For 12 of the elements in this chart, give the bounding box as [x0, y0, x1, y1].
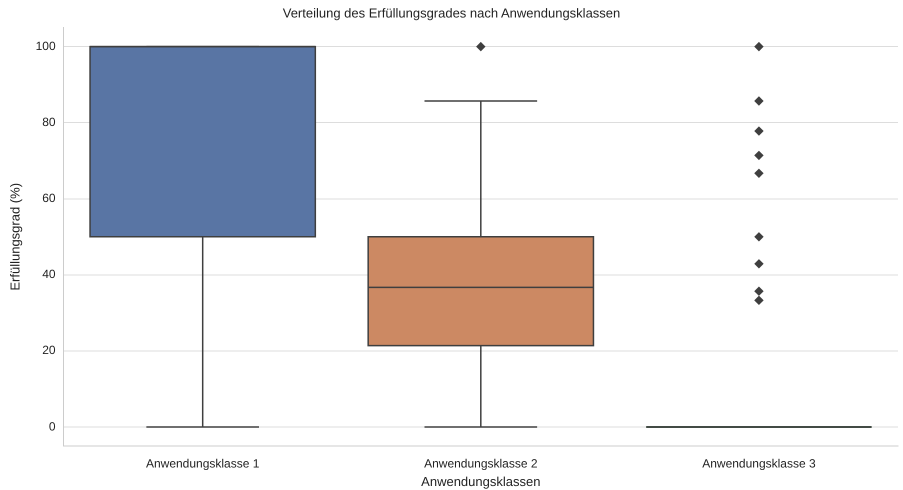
- chart-title: Verteilung des Erfüllungsgrades nach Anwendungsklassen: [282, 5, 620, 20]
- y-tick-label: 60: [42, 191, 56, 206]
- y-tick-label: 40: [42, 267, 56, 282]
- y-axis-title: Erfüllungsgrad (%): [7, 182, 22, 291]
- y-tick-label: 80: [42, 115, 56, 130]
- y-tick-label: 20: [42, 343, 56, 358]
- x-tick-label: Anwendungsklasse 3: [702, 456, 816, 471]
- y-tick-label: 100: [36, 38, 56, 53]
- x-axis-title: Anwendungsklassen: [421, 474, 540, 489]
- y-tick-label: 0: [48, 419, 56, 434]
- x-tick-label: Anwendungsklasse 2: [424, 456, 538, 471]
- x-tick-label: Anwendungsklasse 1: [146, 456, 260, 471]
